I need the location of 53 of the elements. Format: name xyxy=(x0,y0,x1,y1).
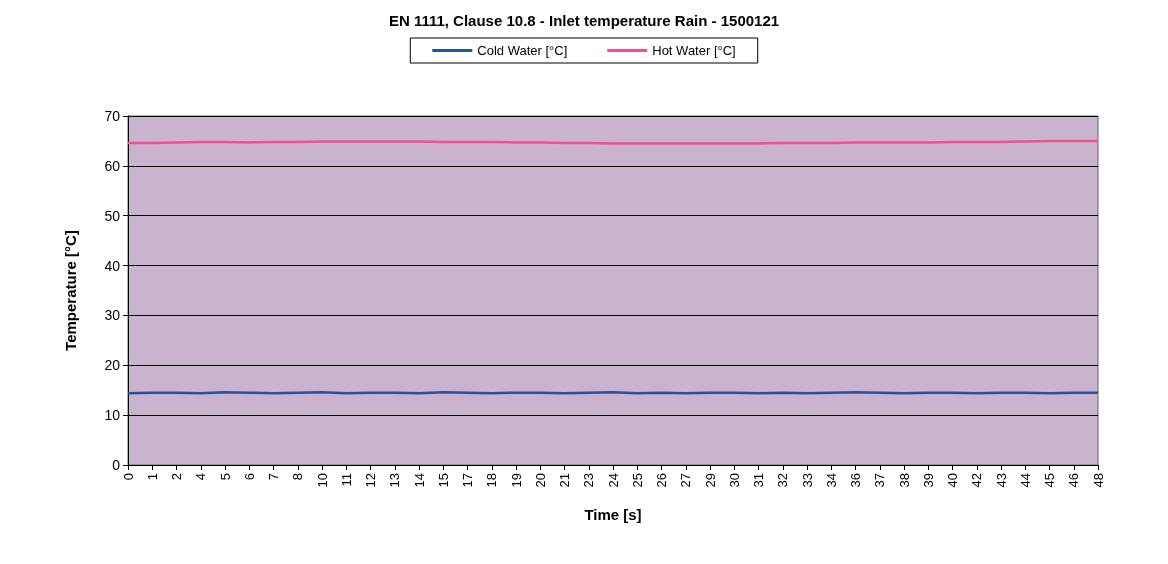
x-tick-label: 44 xyxy=(1017,473,1033,488)
y-tick-label: 40 xyxy=(104,257,121,274)
x-tick-label: 24 xyxy=(605,473,621,488)
x-tick-label: 13 xyxy=(387,473,403,488)
y-tick-label: 10 xyxy=(104,407,121,424)
x-tick-label: 0 xyxy=(120,473,136,481)
x-tick-label: 32 xyxy=(775,473,791,488)
legend-label: Cold Water [°C] xyxy=(477,43,568,58)
x-tick-label: 5 xyxy=(217,473,233,481)
chart-title: EN 1111, Clause 10.8 - Inlet temperature Rain - 1500121 xyxy=(388,12,780,29)
x-tick-label: 11 xyxy=(338,473,354,487)
x-tick-label: 1 xyxy=(144,473,160,481)
x-tick-label: 10 xyxy=(314,473,330,488)
x-tick-label: 38 xyxy=(896,473,912,488)
x-tick-label: 29 xyxy=(702,473,718,488)
x-tick-label: 40 xyxy=(945,473,960,488)
x-tick-label: 23 xyxy=(581,473,597,488)
x-tick-label: 7 xyxy=(266,473,281,481)
x-tick-label: 8 xyxy=(290,473,306,481)
x-tick-label: 33 xyxy=(799,473,815,488)
y-tick-label: 50 xyxy=(104,207,121,224)
x-tick-label: 21 xyxy=(557,473,572,488)
x-tick-label: 20 xyxy=(532,473,548,488)
x-axis-title: Time [s] xyxy=(584,506,642,523)
x-tick-label: 45 xyxy=(1042,473,1057,488)
x-tick-label: 4 xyxy=(193,473,209,481)
x-tick-label: 27 xyxy=(678,473,694,488)
x-tick-label: 43 xyxy=(993,473,1009,488)
legend-label: Hot Water [°C] xyxy=(652,43,736,58)
y-tick-label: 70 xyxy=(104,108,121,124)
x-tick-label: 14 xyxy=(411,473,427,488)
x-tick-label: 26 xyxy=(654,473,669,488)
x-tick-label: 12 xyxy=(363,473,378,488)
x-tick-label: 48 xyxy=(1090,473,1106,488)
x-tick-label: 2 xyxy=(169,473,184,481)
x-tick-label: 17 xyxy=(460,473,475,488)
x-tick-label: 36 xyxy=(848,473,863,488)
x-tick-label: 6 xyxy=(241,473,257,481)
y-tick-label: 20 xyxy=(104,357,121,374)
y-tick-label: 60 xyxy=(104,157,121,174)
x-tick-label: 37 xyxy=(872,473,888,488)
x-tick-label: 25 xyxy=(629,473,645,488)
x-tick-label: 42 xyxy=(969,473,985,488)
x-tick-label: 18 xyxy=(484,473,500,488)
x-tick-label: 31 xyxy=(751,473,766,488)
x-tick-label: 46 xyxy=(1066,473,1082,488)
x-tick-label: 19 xyxy=(508,473,524,488)
x-tick-label: 30 xyxy=(726,473,742,488)
x-tick-label: 34 xyxy=(823,473,839,488)
y-tick-label: 30 xyxy=(104,307,121,324)
y-axis-title: Temperature [°C] xyxy=(62,230,79,351)
x-tick-label: 15 xyxy=(435,473,451,488)
x-tick-label: 39 xyxy=(920,473,936,488)
